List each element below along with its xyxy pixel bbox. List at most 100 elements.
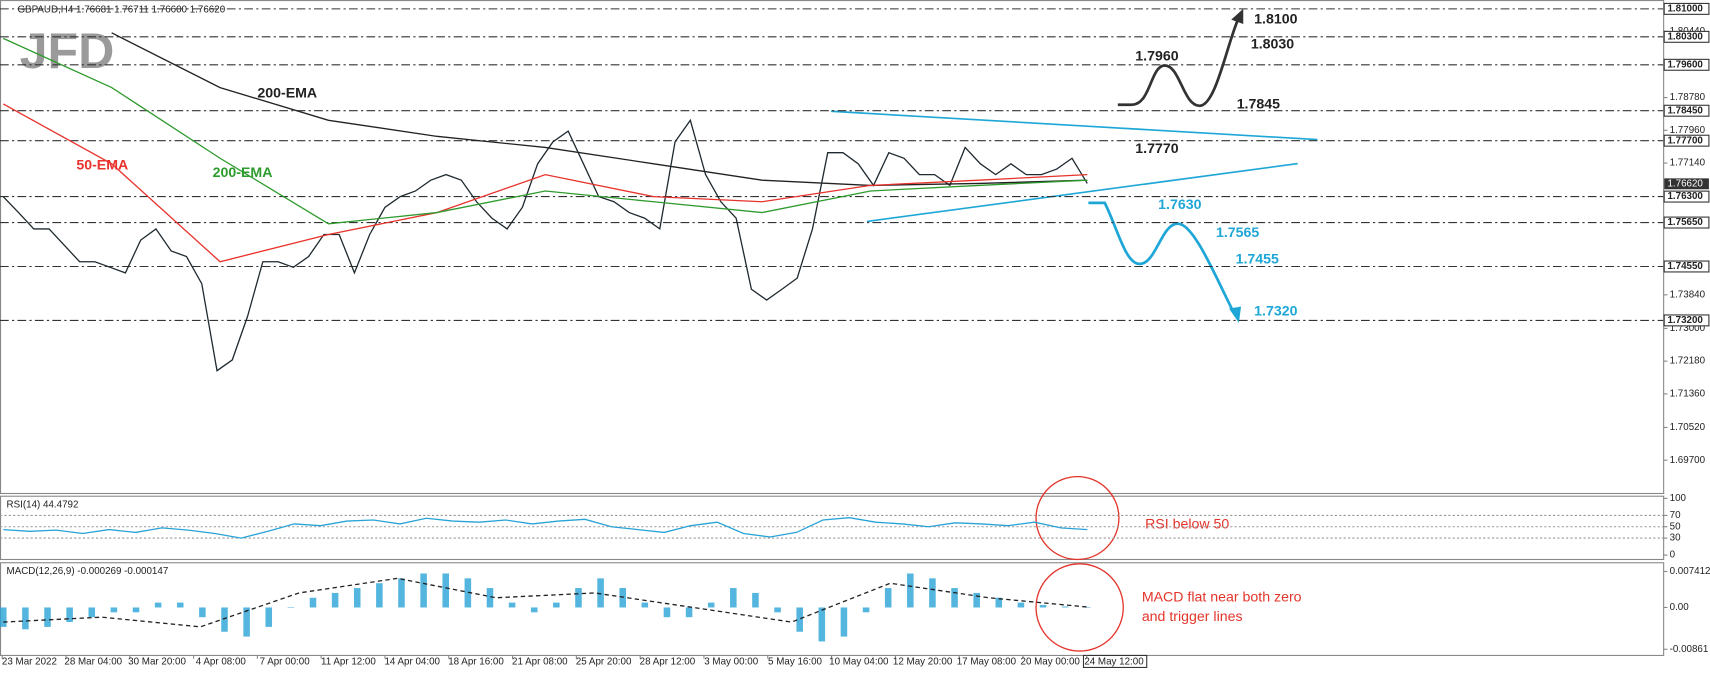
level-box (1663, 30, 1710, 43)
y-tick-label: 0 (1670, 550, 1676, 561)
macd-bar (752, 592, 759, 608)
level-annotation: 1.7630 (1158, 197, 1201, 213)
macd-note: MACD flat near both zero (1142, 589, 1302, 605)
macd-bar (530, 607, 538, 613)
macd-bar (1039, 605, 1047, 608)
level-annotation: 1.8100 (1254, 11, 1297, 27)
y-tick-label: 1.69700 (1670, 455, 1706, 466)
series-line (2, 118, 1088, 372)
series-line (3, 517, 1088, 539)
macd-bar (907, 573, 914, 608)
ema-label: 50-EMA (76, 158, 128, 174)
level-box (1663, 2, 1710, 15)
level-box (1663, 314, 1710, 327)
arrowhead-up (1231, 8, 1244, 25)
level-label: 1.75650 (1667, 217, 1703, 228)
x-tick-label: 21 Apr 08:00 (512, 657, 568, 668)
rsi-frame (0, 495, 1665, 561)
y-tick-label: 50 (1670, 521, 1681, 532)
macd-bar (132, 607, 140, 613)
scenario-down (1088, 201, 1236, 315)
arrowhead-down (1229, 306, 1242, 323)
x-tick-label: 28 Mar 04:00 (64, 657, 122, 668)
macd-bar (464, 578, 472, 608)
macd-bar (243, 607, 250, 637)
macd-bar (862, 607, 870, 613)
level-annotation: 1.7565 (1216, 225, 1259, 241)
triangle-lower (866, 162, 1298, 223)
series-line (111, 32, 1088, 187)
x-tick-label: 18 Apr 16:00 (448, 657, 504, 668)
macd-bar (442, 573, 449, 608)
y-tick-label: 1.71360 (1670, 388, 1706, 399)
rsi-title: RSI(14) 44.4792 (7, 500, 79, 511)
macd-bar (199, 607, 206, 618)
level-annotation: 1.7960 (1135, 48, 1178, 64)
level-label: 1.77700 (1667, 135, 1703, 146)
macd-bar (508, 602, 516, 608)
macd-bar (929, 578, 936, 608)
rsi-note: RSI below 50 (1145, 516, 1229, 532)
macd-bar (376, 583, 383, 608)
macd-bar (221, 607, 228, 632)
macd-title: MACD(12,26,9) -0.000269 -0.000147 (7, 566, 169, 577)
macd-circle (1035, 563, 1124, 652)
y-tick-label: -0.00861 (1670, 644, 1709, 655)
series-line (3, 577, 1088, 628)
macd-bar (1061, 606, 1069, 608)
level-box (1663, 260, 1710, 273)
x-tick-label: 20 May 00:00 (1021, 657, 1081, 668)
macd-bar (553, 602, 560, 608)
last-price-box (1664, 178, 1709, 190)
y-tick-label: 30 (1670, 533, 1681, 544)
level-label: 1.79600 (1667, 59, 1703, 70)
x-tick-label: 4 Apr 08:00 (196, 657, 247, 668)
macd-bar (176, 602, 184, 608)
macd-bar (575, 588, 582, 608)
level-label: 1.78450 (1667, 105, 1703, 116)
x-tick-label: 28 Apr 12:00 (640, 657, 696, 668)
macd-bar (707, 602, 715, 608)
macd-bar (730, 588, 737, 608)
y-tick-label: 1.78780 (1670, 92, 1706, 103)
macd-bar (309, 597, 317, 608)
macd-bar (818, 607, 826, 642)
macd-bar (884, 588, 892, 608)
y-tick-label: 0.00 (1670, 602, 1690, 613)
series-line (3, 37, 1088, 225)
macd-frame (0, 562, 1665, 656)
macd-bar (840, 607, 848, 637)
x-tick-label: 10 May 04:00 (829, 657, 889, 668)
level-box (1663, 216, 1710, 229)
level-label: 1.73200 (1667, 315, 1703, 326)
y-tick-label: 1.72180 (1670, 356, 1706, 367)
level-annotation: 1.7320 (1254, 304, 1297, 320)
macd-bar (398, 578, 405, 608)
y-tick-label: 70 (1670, 510, 1681, 521)
level-annotation: 1.8030 (1251, 36, 1294, 52)
y-tick-label: 100 (1670, 493, 1687, 504)
macd-bar (663, 607, 671, 618)
x-tick-label: 30 Mar 20:00 (128, 657, 186, 668)
macd-bar (265, 607, 273, 627)
ema-label: 200-EMA (257, 86, 317, 102)
last-price-label: 1.76620 (1667, 178, 1703, 189)
level-label: 1.76300 (1667, 191, 1703, 202)
series-line (2, 103, 1088, 263)
level-label: 1.74550 (1667, 261, 1703, 272)
y-tick-label: 1.73840 (1670, 289, 1706, 300)
level-box (1663, 104, 1710, 117)
scenario-up (1117, 16, 1241, 108)
x-tick-label: 11 Apr 12:00 (321, 657, 376, 668)
level-annotation: 1.7770 (1135, 141, 1178, 157)
macd-bar (353, 588, 361, 608)
macd-bar (951, 588, 958, 608)
macd-bar (331, 592, 339, 608)
macd-bar (66, 607, 73, 623)
y-tick-label: 1.77140 (1670, 158, 1706, 169)
macd-bar (110, 607, 118, 613)
level-box (1663, 134, 1710, 147)
x-tick-label: 25 Apr 20:00 (576, 657, 632, 668)
triangle-upper (830, 110, 1318, 141)
x-tick-label: 17 May 08:00 (957, 657, 1017, 668)
